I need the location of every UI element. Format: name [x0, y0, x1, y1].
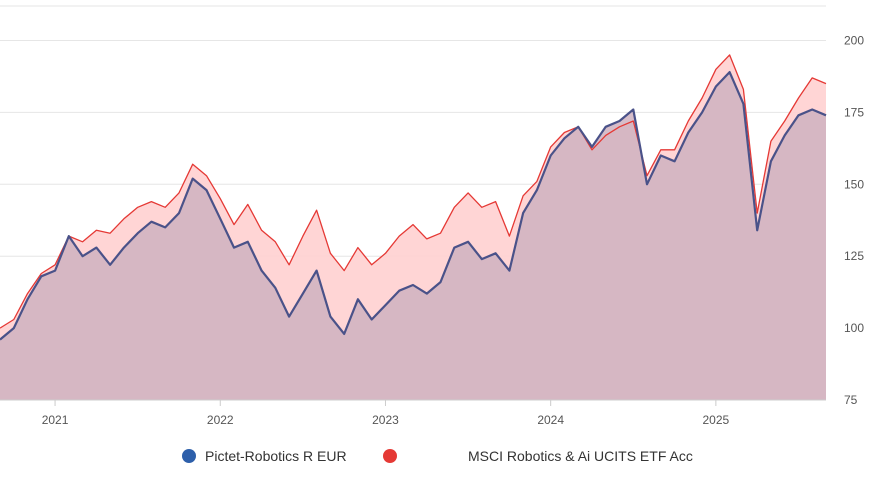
y-tick-label: 150	[844, 177, 864, 191]
performance-chart: 75 100 125 150 175 200 2021 2022 2023 2024 2025	[0, 5, 864, 427]
series-areas	[0, 54, 826, 401]
x-tick-label: 2022	[207, 413, 234, 427]
series-line-1	[0, 71, 827, 341]
x-tick-label: 2023	[372, 413, 399, 427]
y-tick-label: 200	[844, 34, 864, 48]
x-tick-label: 2024	[537, 413, 564, 427]
legend-marker-series-1	[182, 449, 196, 463]
legend: Pictet-Robotics R EUR MSCI Robotics & Ai…	[0, 448, 875, 472]
legend-item-series-2[interactable]: MSCI Robotics & Ai UCITS ETF Acc	[383, 448, 693, 464]
x-tick-label: 2025	[703, 413, 730, 427]
series-area-1	[0, 72, 826, 400]
x-tick-label: 2021	[42, 413, 69, 427]
axes: 75 100 125 150 175 200 2021 2022 2023 2024 2025	[0, 34, 864, 427]
y-tick-label: 100	[844, 321, 864, 335]
legend-item-series-1[interactable]: Pictet-Robotics R EUR	[182, 448, 347, 464]
series-line-2	[0, 54, 827, 329]
y-tick-label: 125	[844, 249, 864, 263]
series-lines	[0, 54, 827, 341]
legend-marker-series-2	[383, 449, 397, 463]
legend-label-series-2: MSCI Robotics & Ai UCITS ETF Acc	[468, 448, 693, 464]
legend-label-series-1: Pictet-Robotics R EUR	[205, 448, 347, 464]
y-tick-label: 75	[844, 393, 858, 407]
y-tick-label: 175	[844, 105, 864, 119]
